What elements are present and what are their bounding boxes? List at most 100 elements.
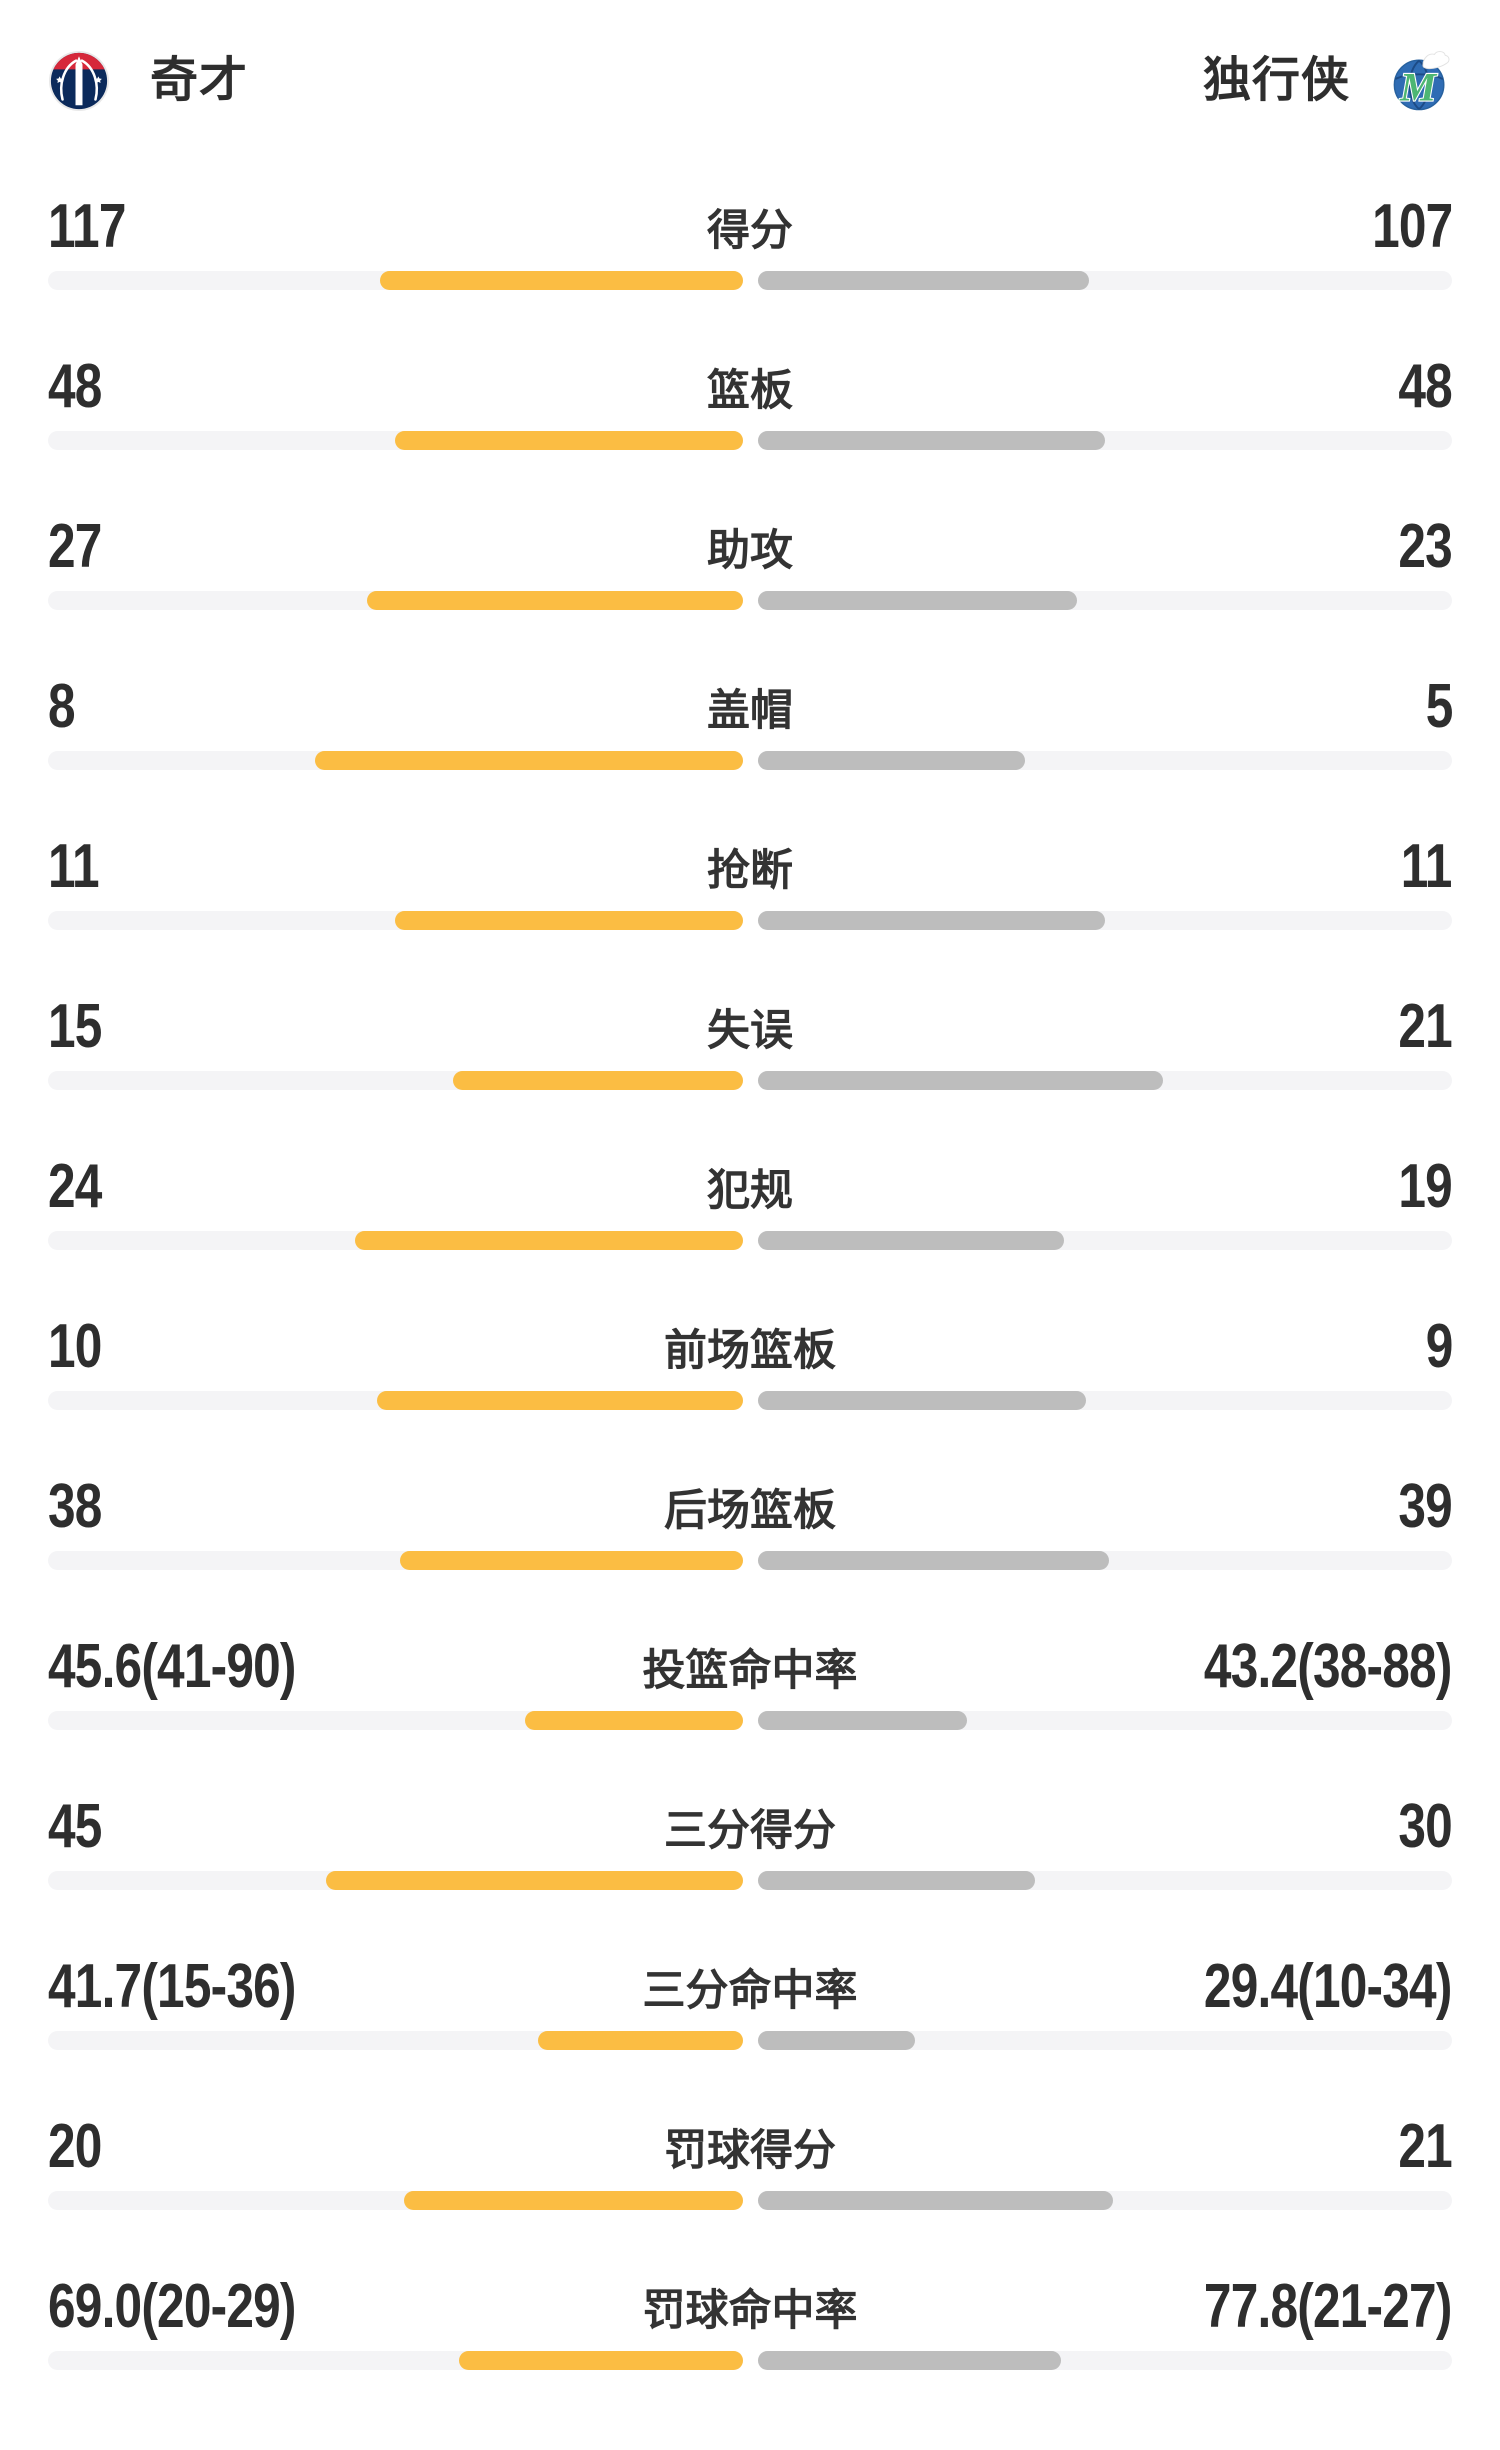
stat-row: 11 抢断 11 xyxy=(48,832,1453,930)
away-bar-fill xyxy=(757,1071,1163,1090)
away-stat-value: 21 xyxy=(1398,2112,1452,2181)
stat-bar xyxy=(48,2191,1452,2210)
away-bar-fill xyxy=(757,1231,1065,1250)
home-stat-value: 45.6(41-90) xyxy=(48,1632,296,1701)
home-bar-fill xyxy=(379,271,743,290)
home-stat-value: 24 xyxy=(48,1152,102,1221)
away-stat-value: 29.4(10-34) xyxy=(1204,1952,1452,2021)
match-stats-page: 奇才 独行侠 M 117 得分 107 xyxy=(0,50,1500,2450)
away-stat-value: 11 xyxy=(1401,832,1453,901)
away-bar-track xyxy=(757,911,1452,930)
stat-label: 三分命中率 xyxy=(642,1967,858,2015)
team-home-name: 奇才 xyxy=(150,54,249,107)
home-bar-fill xyxy=(525,1711,743,1730)
stat-values-line: 8 盖帽 5 xyxy=(48,672,1453,741)
stat-bar xyxy=(48,1871,1452,1890)
home-stat-value: 8 xyxy=(48,672,76,741)
stat-bar xyxy=(48,751,1452,770)
stat-values-line: 11 抢断 11 xyxy=(48,832,1453,901)
away-bar-fill xyxy=(757,1391,1087,1410)
home-stat-value: 117 xyxy=(48,192,126,261)
home-bar-track xyxy=(48,1231,743,1250)
home-stat-value: 38 xyxy=(48,1472,102,1541)
stat-bar xyxy=(48,591,1452,610)
away-bar-track xyxy=(757,1871,1452,1890)
stat-row: 69.0(20-29) 罚球命中率 77.8(21-27) xyxy=(48,2272,1453,2370)
away-bar-fill xyxy=(757,1551,1110,1570)
away-bar-fill xyxy=(757,911,1105,930)
away-bar-fill xyxy=(757,1711,967,1730)
home-bar-track xyxy=(48,751,743,770)
home-bar-fill xyxy=(367,591,743,610)
home-bar-track xyxy=(48,2351,743,2370)
stat-row: 48 篮板 48 xyxy=(48,356,1453,450)
away-bar-fill xyxy=(757,2351,1062,2370)
home-stat-value: 69.0(20-29) xyxy=(48,2272,296,2341)
away-bar-track xyxy=(757,1391,1452,1410)
away-bar-track xyxy=(757,2351,1452,2370)
stat-label: 三分得分 xyxy=(664,1807,836,1855)
team-away[interactable]: 独行侠 M xyxy=(1203,50,1452,112)
stat-values-line: 38 后场篮板 39 xyxy=(48,1472,1453,1541)
stat-row: 117 得分 107 xyxy=(48,192,1453,290)
stat-values-line: 15 失误 21 xyxy=(48,996,1453,1058)
stat-values-line: 48 篮板 48 xyxy=(48,356,1453,418)
stat-bar xyxy=(48,1231,1452,1250)
stat-label: 抢断 xyxy=(707,847,793,895)
home-bar-track xyxy=(48,2191,743,2210)
stat-label: 得分 xyxy=(707,207,793,255)
stat-label: 失误 xyxy=(707,1007,793,1055)
stat-row: 45 三分得分 30 xyxy=(48,1792,1453,1890)
stat-row: 24 犯规 19 xyxy=(48,1152,1453,1250)
home-bar-fill xyxy=(325,1871,743,1890)
home-bar-track xyxy=(48,1551,743,1570)
away-stat-value: 39 xyxy=(1398,1472,1452,1541)
stat-row: 20 罚球得分 21 xyxy=(48,2112,1453,2210)
away-stat-value: 9 xyxy=(1425,1312,1453,1381)
stat-bar xyxy=(48,271,1452,290)
stat-bar xyxy=(48,1551,1452,1570)
team-home[interactable]: 奇才 xyxy=(48,50,248,112)
stat-bar xyxy=(48,1711,1452,1730)
mavericks-logo-icon: M xyxy=(1390,50,1452,112)
stat-values-line: 69.0(20-29) 罚球命中率 77.8(21-27) xyxy=(48,2272,1453,2341)
away-stat-value: 107 xyxy=(1371,192,1453,261)
away-bar-track xyxy=(757,431,1452,450)
home-bar-track xyxy=(48,431,743,450)
wizards-logo-icon xyxy=(48,50,110,112)
home-bar-fill xyxy=(399,1551,743,1570)
away-bar-fill xyxy=(757,2031,916,2050)
stat-label: 前场篮板 xyxy=(664,1327,836,1375)
away-bar-track xyxy=(757,751,1452,770)
away-bar-track xyxy=(757,591,1452,610)
away-stat-value: 19 xyxy=(1398,1152,1452,1221)
stat-bar xyxy=(48,2031,1452,2050)
stat-row: 45.6(41-90) 投篮命中率 43.2(38-88) xyxy=(48,1632,1453,1730)
stat-values-line: 45 三分得分 30 xyxy=(48,1792,1453,1861)
home-stat-value: 11 xyxy=(48,832,100,901)
away-bar-track xyxy=(757,1071,1452,1090)
home-bar-track xyxy=(48,911,743,930)
home-bar-track xyxy=(48,1711,743,1730)
home-bar-track xyxy=(48,2031,743,2050)
home-stat-value: 27 xyxy=(48,512,102,581)
home-bar-fill xyxy=(315,751,743,770)
stat-row: 15 失误 21 xyxy=(48,996,1453,1090)
home-bar-track xyxy=(48,1871,743,1890)
stats-list: 117 得分 107 48 篮板 48 xyxy=(48,192,1453,2370)
away-stat-value: 43.2(38-88) xyxy=(1204,1632,1452,1701)
stat-values-line: 41.7(15-36) 三分命中率 29.4(10-34) xyxy=(48,1952,1453,2021)
home-stat-value: 20 xyxy=(48,2112,102,2181)
away-stat-value: 30 xyxy=(1398,1792,1452,1861)
stat-values-line: 117 得分 107 xyxy=(48,192,1453,261)
stat-row: 8 盖帽 5 xyxy=(48,672,1453,770)
stat-label: 盖帽 xyxy=(707,687,793,735)
stat-label: 投篮命中率 xyxy=(642,1647,858,1695)
stat-values-line: 27 助攻 23 xyxy=(48,512,1453,581)
away-stat-value: 77.8(21-27) xyxy=(1204,2272,1452,2341)
away-bar-fill xyxy=(757,1871,1036,1890)
home-bar-fill xyxy=(377,1391,743,1410)
home-bar-fill xyxy=(538,2031,743,2050)
away-bar-track xyxy=(757,2191,1452,2210)
stat-row: 10 前场篮板 9 xyxy=(48,1312,1453,1410)
